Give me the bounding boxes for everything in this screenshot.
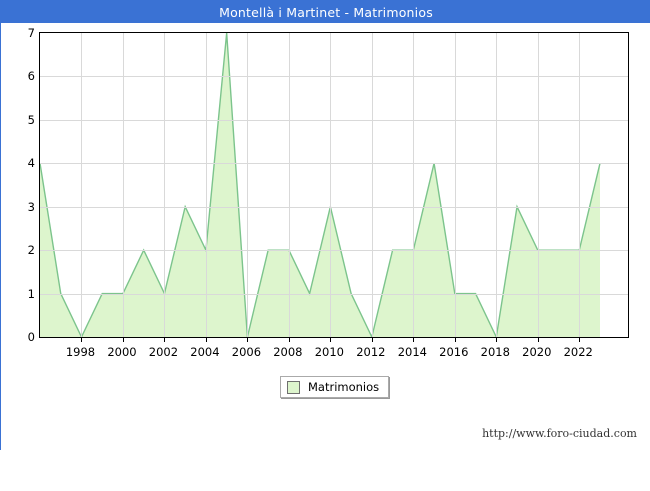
page-title: Montellà i Martinet - Matrimonios xyxy=(219,4,433,20)
x-tick xyxy=(537,338,539,342)
y-tick-label: 3 xyxy=(27,199,35,214)
legend-swatch-matrimonios xyxy=(287,380,300,394)
gridline-x xyxy=(371,33,373,337)
gridline-y xyxy=(40,293,628,295)
y-tick-label: 4 xyxy=(27,156,35,171)
plot-area xyxy=(39,32,629,338)
y-tick-label: 2 xyxy=(27,243,35,258)
x-tick xyxy=(247,338,249,342)
x-tick xyxy=(579,338,581,342)
x-tick xyxy=(81,338,83,342)
chart-window: Montellà i Martinet - Matrimonios FORO C… xyxy=(0,0,650,451)
gridline-x xyxy=(122,33,124,337)
gridline-y xyxy=(40,119,628,121)
y-tick-label: 1 xyxy=(27,286,35,301)
y-tick-label: 6 xyxy=(27,69,35,84)
x-tick-label: 2010 xyxy=(314,345,344,359)
gridline-x xyxy=(537,33,539,337)
gridline-x xyxy=(496,33,498,337)
x-tick-label: 2018 xyxy=(480,345,510,359)
y-tick-label: 0 xyxy=(27,330,35,344)
x-tick xyxy=(371,338,373,342)
x-tick-label: 2008 xyxy=(273,345,303,359)
x-tick-label: 2000 xyxy=(107,345,137,359)
window-titlebar: Montellà i Martinet - Matrimonios xyxy=(1,1,650,23)
y-tick-label: 5 xyxy=(27,112,35,127)
x-tick xyxy=(122,338,124,342)
x-tick-label: 2014 xyxy=(397,345,427,359)
x-tick xyxy=(330,338,332,342)
gridline-y xyxy=(40,250,628,252)
x-tick xyxy=(205,338,207,342)
x-tick-label: 1998 xyxy=(65,345,96,359)
x-tick-label: 2020 xyxy=(522,345,552,359)
gridline-x xyxy=(164,33,166,337)
y-tick-label: 7 xyxy=(27,26,35,40)
chart-legend[interactable]: Matrimonios xyxy=(280,376,390,398)
x-tick-label: 2006 xyxy=(231,345,262,359)
x-tick xyxy=(496,338,498,342)
gridline-y xyxy=(40,76,628,78)
gridline-x xyxy=(288,33,290,337)
footer-url: http://www.foro-ciudad.com xyxy=(482,427,637,440)
x-tick-label: 2016 xyxy=(439,345,469,359)
x-tick-label: 2004 xyxy=(190,345,220,359)
gridline-x xyxy=(247,33,249,337)
x-tick-label: 2022 xyxy=(563,345,593,359)
gridline-x xyxy=(579,33,581,337)
gridline-y xyxy=(40,163,628,165)
gridline-x xyxy=(454,33,456,337)
x-axis-labels: 1998 2000 2002 2004 2006 2008 2010 2012 2014 2016… xyxy=(39,341,629,361)
x-tick xyxy=(413,338,415,342)
gridline-x xyxy=(205,33,207,337)
x-tick-label: 2012 xyxy=(356,345,386,359)
x-tick xyxy=(454,338,456,342)
x-tick-label: 2002 xyxy=(148,345,179,359)
gridline-x xyxy=(413,33,415,337)
y-axis-labels: 0 1 2 3 4 5 6 7 xyxy=(1,26,35,344)
series-matrimonios xyxy=(40,33,601,337)
gridline-x xyxy=(330,33,332,337)
legend-label-matrimonios: Matrimonios xyxy=(308,380,380,394)
gridline-y xyxy=(40,206,628,208)
x-tick xyxy=(164,338,166,342)
gridline-x xyxy=(81,33,83,337)
x-tick xyxy=(288,338,290,342)
